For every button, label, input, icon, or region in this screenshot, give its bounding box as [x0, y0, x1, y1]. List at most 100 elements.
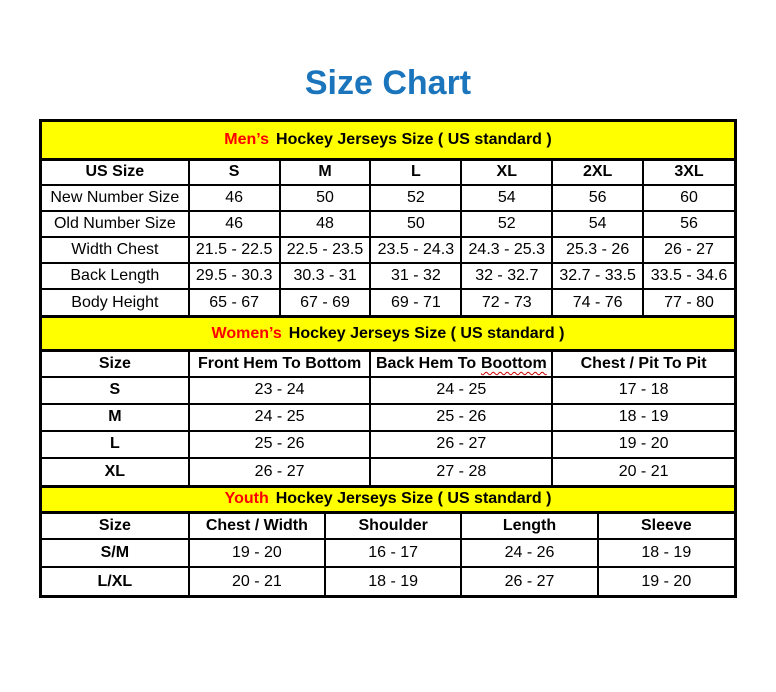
- size-value-cell: 72 - 73: [460, 288, 554, 315]
- size-value-cell: 46: [187, 184, 281, 212]
- size-value-cell: 18 - 19: [551, 402, 734, 432]
- youth-section-title-rest: Hockey Jerseys Size ( US standard ): [275, 490, 552, 507]
- size-value-cell: 46: [187, 210, 281, 238]
- size-value-cell: 30.3 - 31: [278, 262, 372, 290]
- column-header: 2XL: [551, 158, 645, 186]
- size-value-cell: 23 - 24: [187, 375, 372, 405]
- table-row: Width Chest 21.5 - 22.5 22.5 - 23.5 23.5…: [42, 236, 734, 264]
- size-value-cell: 20 - 21: [551, 456, 734, 485]
- column-header: Front Hem To Bottom: [187, 349, 372, 378]
- column-header: Size: [42, 349, 190, 378]
- column-header: XL: [460, 158, 554, 186]
- table-row: L 25 - 26 26 - 27 19 - 20: [42, 429, 734, 459]
- size-value-cell: 54: [551, 210, 645, 238]
- size-value-cell: 26 - 27: [460, 566, 599, 595]
- womens-section-title-rest: Hockey Jerseys Size ( US standard ): [288, 324, 565, 342]
- size-value-cell: 19 - 20: [187, 538, 327, 568]
- size-value-cell: 25 - 26: [187, 429, 372, 459]
- size-value-cell: 18 - 19: [324, 566, 463, 595]
- row-label: M: [42, 402, 190, 432]
- size-value-cell: 26 - 27: [369, 429, 554, 459]
- row-label: S: [42, 375, 190, 405]
- size-value-cell: 24 - 25: [187, 402, 372, 432]
- column-header-with-typo: Back Hem To Boottom: [369, 349, 554, 378]
- size-value-cell: 23.5 - 24.3: [369, 236, 463, 264]
- row-label: New Number Size: [42, 184, 190, 212]
- table-row: L/XL 20 - 21 18 - 19 26 - 27 19 - 20: [42, 566, 734, 595]
- youth-section-title: Youth Hockey Jerseys Size ( US standard ): [42, 484, 734, 514]
- womens-size-table: Women’s Hockey Jerseys Size ( US standard…: [42, 315, 734, 485]
- size-value-cell: 22.5 - 23.5: [278, 236, 372, 264]
- size-value-cell: 16 - 17: [324, 538, 463, 568]
- mens-size-table: Men’s Hockey Jerseys Size ( US standard )…: [42, 122, 734, 315]
- column-header-text: Back Hem To: [375, 354, 477, 372]
- size-value-cell: 24.3 - 25.3: [460, 236, 554, 264]
- mens-section-title: Men’s Hockey Jerseys Size ( US standard ): [42, 122, 734, 161]
- size-value-cell: 19 - 20: [551, 429, 734, 459]
- row-label: L: [42, 429, 190, 459]
- size-value-cell: 50: [278, 184, 372, 212]
- mens-section-highlight: Men’s: [224, 130, 270, 148]
- size-value-cell: 17 - 18: [551, 375, 734, 405]
- column-header: Size: [42, 511, 190, 540]
- column-header: US Size: [42, 158, 190, 186]
- column-header: Chest / Pit To Pit: [551, 349, 734, 378]
- row-label: Old Number Size: [42, 210, 190, 238]
- size-value-cell: 60: [642, 184, 734, 212]
- size-value-cell: 27 - 28: [369, 456, 554, 485]
- size-value-cell: 18 - 19: [596, 538, 734, 568]
- size-value-cell: 25 - 26: [369, 402, 554, 432]
- row-label: XL: [42, 456, 190, 485]
- size-value-cell: 26 - 27: [642, 236, 734, 264]
- size-value-cell: 25.3 - 26: [551, 236, 645, 264]
- table-row: M 24 - 25 25 - 26 18 - 19: [42, 402, 734, 432]
- size-value-cell: 32 - 32.7: [460, 262, 554, 290]
- youth-section-band: Youth Hockey Jerseys Size ( US standard ): [42, 484, 734, 514]
- mens-header-row: US Size S M L XL 2XL 3XL: [42, 158, 734, 186]
- table-row: Body Height 65 - 67 67 - 69 69 - 71 72 -…: [42, 288, 734, 315]
- size-chart-container: Men’s Hockey Jerseys Size ( US standard )…: [39, 119, 737, 598]
- row-label: Back Length: [42, 262, 190, 290]
- column-header: M: [278, 158, 372, 186]
- womens-header-row: Size Front Hem To Bottom Back Hem To Boot…: [42, 349, 734, 378]
- size-value-cell: 33.5 - 34.6: [642, 262, 734, 290]
- table-row: Old Number Size 46 48 50 52 54 56: [42, 210, 734, 238]
- size-value-cell: 32.7 - 33.5: [551, 262, 645, 290]
- size-value-cell: 48: [278, 210, 372, 238]
- mens-section-band: Men’s Hockey Jerseys Size ( US standard ): [42, 122, 734, 161]
- youth-section-highlight: Youth: [224, 490, 269, 507]
- womens-section-title: Women’s Hockey Jerseys Size ( US standard…: [42, 315, 734, 352]
- size-value-cell: 21.5 - 22.5: [187, 236, 281, 264]
- row-label: S/M: [42, 538, 190, 568]
- size-value-cell: 50: [369, 210, 463, 238]
- size-value-cell: 24 - 25: [369, 375, 554, 405]
- size-value-cell: 19 - 20: [596, 566, 734, 595]
- row-label: Width Chest: [42, 236, 190, 264]
- column-header: S: [187, 158, 281, 186]
- row-label: L/XL: [42, 566, 190, 595]
- size-value-cell: 54: [460, 184, 554, 212]
- mens-section-title-rest: Hockey Jerseys Size ( US standard ): [276, 130, 552, 148]
- column-header: Shoulder: [324, 511, 463, 540]
- youth-size-table: Youth Hockey Jerseys Size ( US standard )…: [42, 484, 734, 595]
- table-row: XL 26 - 27 27 - 28 20 - 21: [42, 456, 734, 485]
- column-header: 3XL: [642, 158, 734, 186]
- size-value-cell: 65 - 67: [187, 288, 281, 315]
- size-value-cell: 52: [460, 210, 554, 238]
- misspelled-word: Boottom: [480, 354, 547, 372]
- table-row: S 23 - 24 24 - 25 17 - 18: [42, 375, 734, 405]
- size-value-cell: 67 - 69: [278, 288, 372, 315]
- size-value-cell: 26 - 27: [187, 456, 372, 485]
- column-header: Chest / Width: [187, 511, 327, 540]
- size-value-cell: 77 - 80: [642, 288, 734, 315]
- womens-section-highlight: Women’s: [211, 324, 282, 342]
- table-row: Back Length 29.5 - 30.3 30.3 - 31 31 - 3…: [42, 262, 734, 290]
- womens-section-band: Women’s Hockey Jerseys Size ( US standard…: [42, 315, 734, 352]
- column-header: Length: [460, 511, 599, 540]
- size-value-cell: 29.5 - 30.3: [187, 262, 281, 290]
- column-header: Sleeve: [596, 511, 734, 540]
- table-row: S/M 19 - 20 16 - 17 24 - 26 18 - 19: [42, 538, 734, 568]
- size-value-cell: 56: [551, 184, 645, 212]
- row-label: Body Height: [42, 288, 190, 315]
- size-value-cell: 74 - 76: [551, 288, 645, 315]
